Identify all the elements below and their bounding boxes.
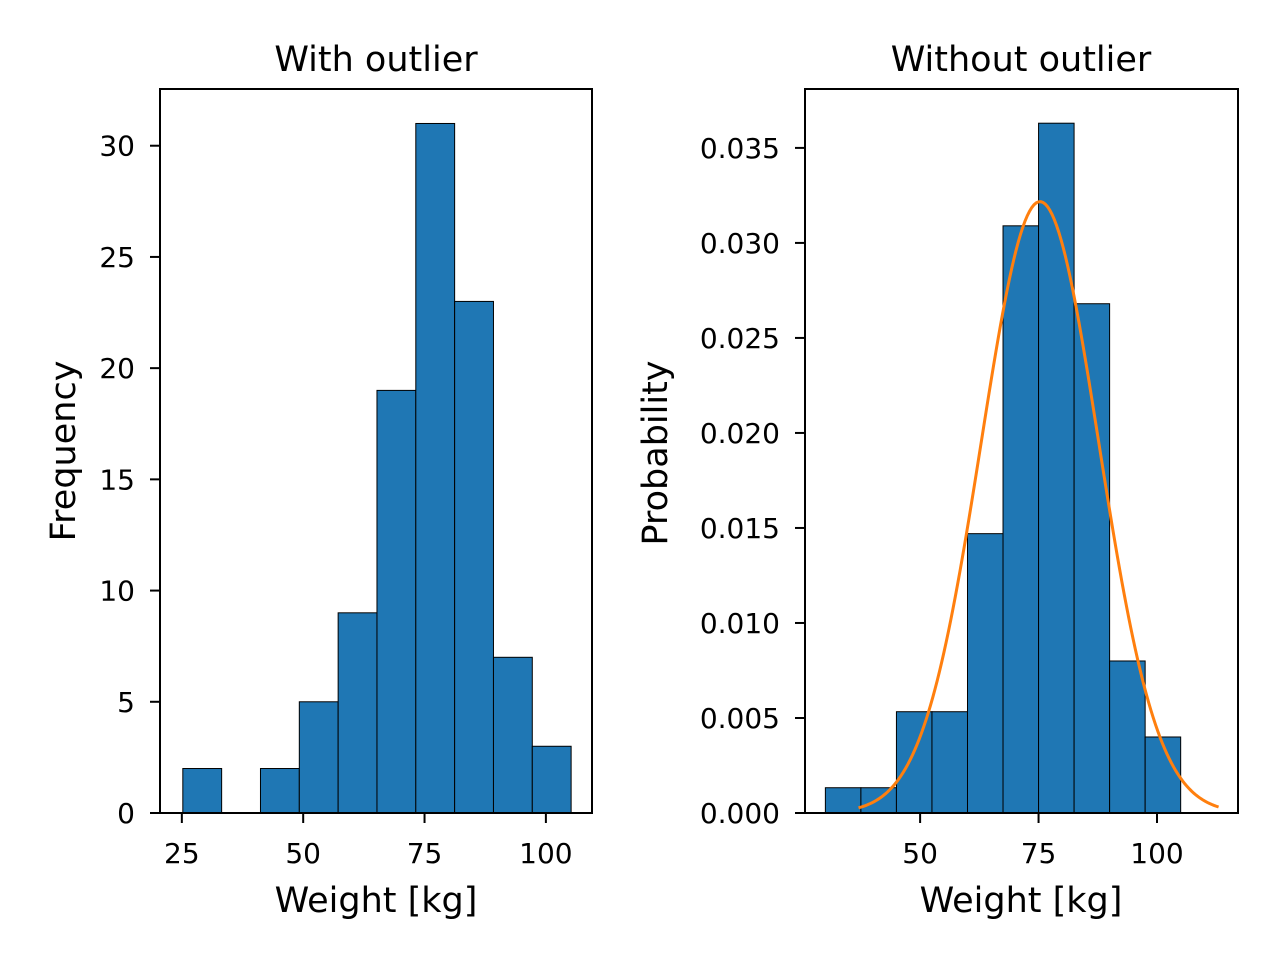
histogram-bar xyxy=(454,300,494,814)
histogram-bar xyxy=(182,768,223,814)
y-tick-label: 10 xyxy=(99,575,135,608)
plot-frame xyxy=(804,88,1239,814)
histogram-bar xyxy=(824,787,862,814)
plot-frame xyxy=(159,88,593,814)
chart-title: Without outlier xyxy=(891,40,1152,80)
x-tick-label: 75 xyxy=(407,837,443,870)
histogram-bar xyxy=(1109,660,1146,814)
y-tick-label: 0.035 xyxy=(700,132,780,165)
y-ticks: 0 5 10 15 20 25 30 xyxy=(99,130,160,830)
x-tick-label: 25 xyxy=(164,837,200,870)
y-axis-label: Frequency xyxy=(44,361,84,542)
histogram-bar xyxy=(1073,303,1111,814)
y-tick-label: 0.000 xyxy=(700,797,780,830)
histogram-bar xyxy=(966,533,1004,814)
normal-fit-curve xyxy=(858,200,1220,810)
y-ticks: 0.000 0.005 0.010 0.015 0.020 0.025 0.030 0.035 xyxy=(700,132,805,830)
histogram-bar xyxy=(492,656,533,814)
x-axis-label: Weight [kg] xyxy=(275,881,478,921)
x-ticks: 50 75 100 xyxy=(902,813,1184,870)
histogram-bar xyxy=(337,612,378,814)
bars xyxy=(182,122,572,814)
x-tick-label: 100 xyxy=(1130,837,1183,870)
y-tick-label: 0.025 xyxy=(700,322,780,355)
histogram-with-outlier: With outlier Weight [kg] Frequency 25 50 7… xyxy=(44,40,593,921)
histogram-bar xyxy=(259,768,300,814)
bars xyxy=(824,122,1182,814)
y-tick-label: 25 xyxy=(99,241,135,274)
histogram-bar xyxy=(531,745,572,814)
chart-title: With outlier xyxy=(274,40,478,80)
y-axis-label: Probability xyxy=(636,360,676,545)
y-tick-label: 0 xyxy=(117,797,135,830)
histogram-without-outlier: Without outlier Weight [kg] Probability … xyxy=(636,40,1239,921)
x-tick-label: 50 xyxy=(902,837,938,870)
x-tick-label: 75 xyxy=(1021,837,1057,870)
y-tick-label: 20 xyxy=(99,352,135,385)
histogram-bar xyxy=(376,389,417,814)
x-axis-label: Weight [kg] xyxy=(920,881,1123,921)
y-tick-label: 5 xyxy=(117,686,135,719)
y-tick-label: 15 xyxy=(99,463,135,496)
y-tick-label: 0.005 xyxy=(700,702,780,735)
histogram-bar xyxy=(415,122,456,814)
x-tick-label: 50 xyxy=(285,837,321,870)
histogram-bar xyxy=(1002,225,1040,814)
histogram-bar xyxy=(298,701,339,814)
y-tick-label: 0.020 xyxy=(700,417,780,450)
histogram-bar xyxy=(1144,736,1182,814)
fit-curve-layer xyxy=(858,200,1220,810)
y-tick-label: 30 xyxy=(99,130,135,163)
x-ticks: 25 50 75 100 xyxy=(164,813,573,870)
histogram-bar xyxy=(931,711,968,814)
y-tick-label: 0.015 xyxy=(700,512,780,545)
y-tick-label: 0.010 xyxy=(700,607,780,640)
histogram-bar xyxy=(895,711,933,814)
x-tick-label: 100 xyxy=(519,837,572,870)
y-tick-label: 0.030 xyxy=(700,227,780,260)
